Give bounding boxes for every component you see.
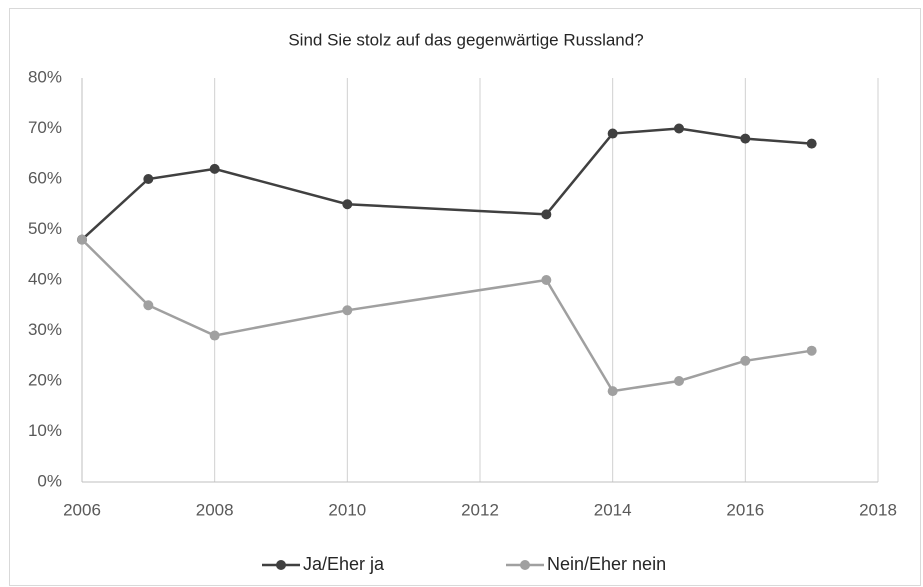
data-point xyxy=(806,345,817,356)
y-tick-label: 50% xyxy=(28,219,62,238)
data-point xyxy=(143,174,154,184)
chart-border xyxy=(9,8,921,586)
x-tick-label: 2008 xyxy=(196,500,234,519)
legend-label: Ja/Eher ja xyxy=(303,554,385,574)
chart-title: Sind Sie stolz auf das gegenwärtige Russ… xyxy=(288,30,643,49)
legend-label: Nein/Eher nein xyxy=(547,554,666,574)
data-point xyxy=(342,305,353,316)
x-tick-label: 2016 xyxy=(726,500,764,519)
x-tick-label: 2014 xyxy=(594,500,632,519)
y-tick-label: 20% xyxy=(28,370,62,389)
data-point xyxy=(209,330,220,341)
data-point xyxy=(674,376,684,386)
data-point xyxy=(740,133,751,144)
y-tick-label: 0% xyxy=(37,471,62,490)
data-point xyxy=(77,234,87,245)
legend-marker xyxy=(520,560,530,570)
data-point xyxy=(674,123,684,134)
data-point xyxy=(541,209,552,220)
data-point xyxy=(607,128,618,139)
y-tick-label: 30% xyxy=(28,320,62,339)
y-tick-label: 40% xyxy=(28,269,62,288)
y-tick-label: 10% xyxy=(28,421,62,440)
data-point xyxy=(607,386,618,397)
data-point xyxy=(143,300,154,311)
legend-marker xyxy=(276,560,286,570)
y-tick-label: 80% xyxy=(28,67,62,86)
data-point xyxy=(806,138,817,149)
data-point xyxy=(541,275,552,285)
y-tick-label: 60% xyxy=(28,168,62,187)
y-tick-label: 70% xyxy=(28,118,62,137)
data-point xyxy=(209,163,220,174)
x-tick-label: 2018 xyxy=(859,500,897,519)
x-tick-label: 2006 xyxy=(63,500,101,519)
data-point xyxy=(342,199,353,210)
x-tick-label: 2010 xyxy=(328,500,366,519)
data-point xyxy=(740,355,751,366)
x-tick-label: 2012 xyxy=(461,500,499,519)
